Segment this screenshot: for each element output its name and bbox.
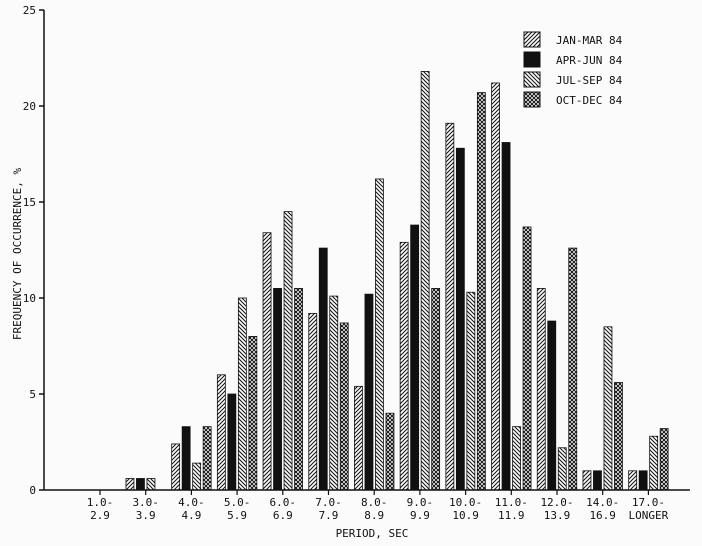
y-tick-label: 20 (23, 100, 36, 113)
bar (476, 92, 486, 491)
x-tick-label: 14.0- (586, 496, 619, 509)
bar (614, 382, 623, 491)
x-tick-label: 7.0- (315, 496, 342, 509)
bar (364, 293, 374, 491)
legend-label: JAN-MAR 84 (556, 34, 623, 47)
x-tick-label: 7.9 (319, 509, 339, 522)
bar (294, 287, 303, 491)
bar (125, 478, 135, 491)
bar (237, 297, 247, 491)
x-tick-label: 4.0- (178, 496, 205, 509)
x-tick-label: 17.0- (632, 496, 665, 509)
bar (248, 335, 258, 491)
x-tick-label: 10.9 (452, 509, 479, 522)
bar (603, 326, 613, 491)
bar (547, 320, 557, 491)
bar (638, 470, 648, 491)
y-tick-label: 10 (23, 292, 36, 305)
bar (146, 478, 156, 491)
bar (216, 374, 226, 491)
x-ticks: 1.0-2.9 3.0-3.9 4.0-4.9 5.0-5.9 6.0-6.9 7.0-7… (87, 490, 669, 522)
bar (339, 322, 349, 491)
bar (512, 426, 521, 491)
bar (410, 224, 420, 491)
bar (522, 226, 532, 491)
x-tick-label: 8.0- (361, 496, 388, 509)
x-tick-label: 13.9 (544, 509, 571, 522)
bar (227, 393, 237, 491)
x-tick-label: 11.9 (498, 509, 525, 522)
bar (501, 142, 511, 491)
x-tick-label: 12.0- (540, 496, 573, 509)
bar (354, 385, 363, 491)
bar (318, 247, 328, 491)
bar (466, 291, 476, 491)
bar (445, 122, 455, 491)
legend-label: OCT-DEC 84 (556, 94, 623, 107)
x-tick-label: 9.0- (407, 496, 434, 509)
x-tick-label: 3.0- (132, 496, 159, 509)
bar (536, 287, 546, 491)
y-tick-label: 0 (29, 484, 36, 497)
y-tick-label: 5 (29, 388, 36, 401)
y-tick-label: 25 (23, 4, 36, 17)
x-tick-label: 10.0- (449, 496, 482, 509)
bar (385, 412, 395, 491)
x-tick-label: 16.9 (589, 509, 616, 522)
x-tick-label: LONGER (629, 509, 669, 522)
bar (308, 312, 318, 491)
x-tick-label: 5.0- (224, 496, 251, 509)
bar (491, 82, 500, 491)
bar (455, 147, 465, 491)
legend-swatch (523, 71, 541, 88)
bar (202, 426, 212, 491)
bar (273, 287, 282, 491)
x-tick-label: 4.9 (181, 509, 201, 522)
x-tick-label: 3.9 (136, 509, 156, 522)
x-tick-label: 5.9 (227, 509, 247, 522)
legend-label: JUL-SEP 84 (556, 74, 623, 87)
bar (659, 428, 669, 491)
bar (171, 443, 181, 491)
x-tick-label: 2.9 (90, 509, 110, 522)
y-ticks: 0 5 10 15 20 25 (23, 4, 44, 497)
bar (192, 462, 202, 491)
bar (420, 71, 430, 491)
x-axis-title: PERIOD, SEC (336, 527, 409, 540)
legend-swatch (523, 51, 541, 68)
bar (375, 178, 384, 491)
bar (181, 426, 191, 491)
x-tick-label: 6.0- (270, 496, 297, 509)
legend: JAN-MAR 84 APR-JUN 84 JUL-SEP 84 OCT-DEC 84 (523, 31, 623, 108)
x-tick-label: 1.0- (87, 496, 114, 509)
bar (568, 247, 578, 491)
y-tick-label: 15 (23, 196, 36, 209)
legend-swatch (523, 91, 541, 108)
bar (136, 478, 145, 491)
bar (399, 241, 409, 491)
bar (283, 211, 293, 491)
legend-label: APR-JUN 84 (556, 54, 623, 67)
x-tick-label: 11.0- (495, 496, 528, 509)
bar (593, 470, 602, 491)
x-tick-label: 9.9 (410, 509, 430, 522)
axes-layer (43, 10, 690, 491)
y-axis-title: FREQUENCY OF OCCURRENCE, % (11, 168, 24, 341)
x-tick-label: 6.9 (273, 509, 293, 522)
bar (628, 470, 638, 491)
bar (262, 232, 272, 491)
bar (431, 287, 441, 491)
bars-layer (125, 71, 669, 491)
bar (557, 447, 567, 491)
legend-swatch (523, 31, 541, 48)
bar (582, 470, 592, 491)
x-tick-label: 8.9 (364, 509, 384, 522)
bar (649, 435, 659, 491)
bar (329, 295, 339, 491)
